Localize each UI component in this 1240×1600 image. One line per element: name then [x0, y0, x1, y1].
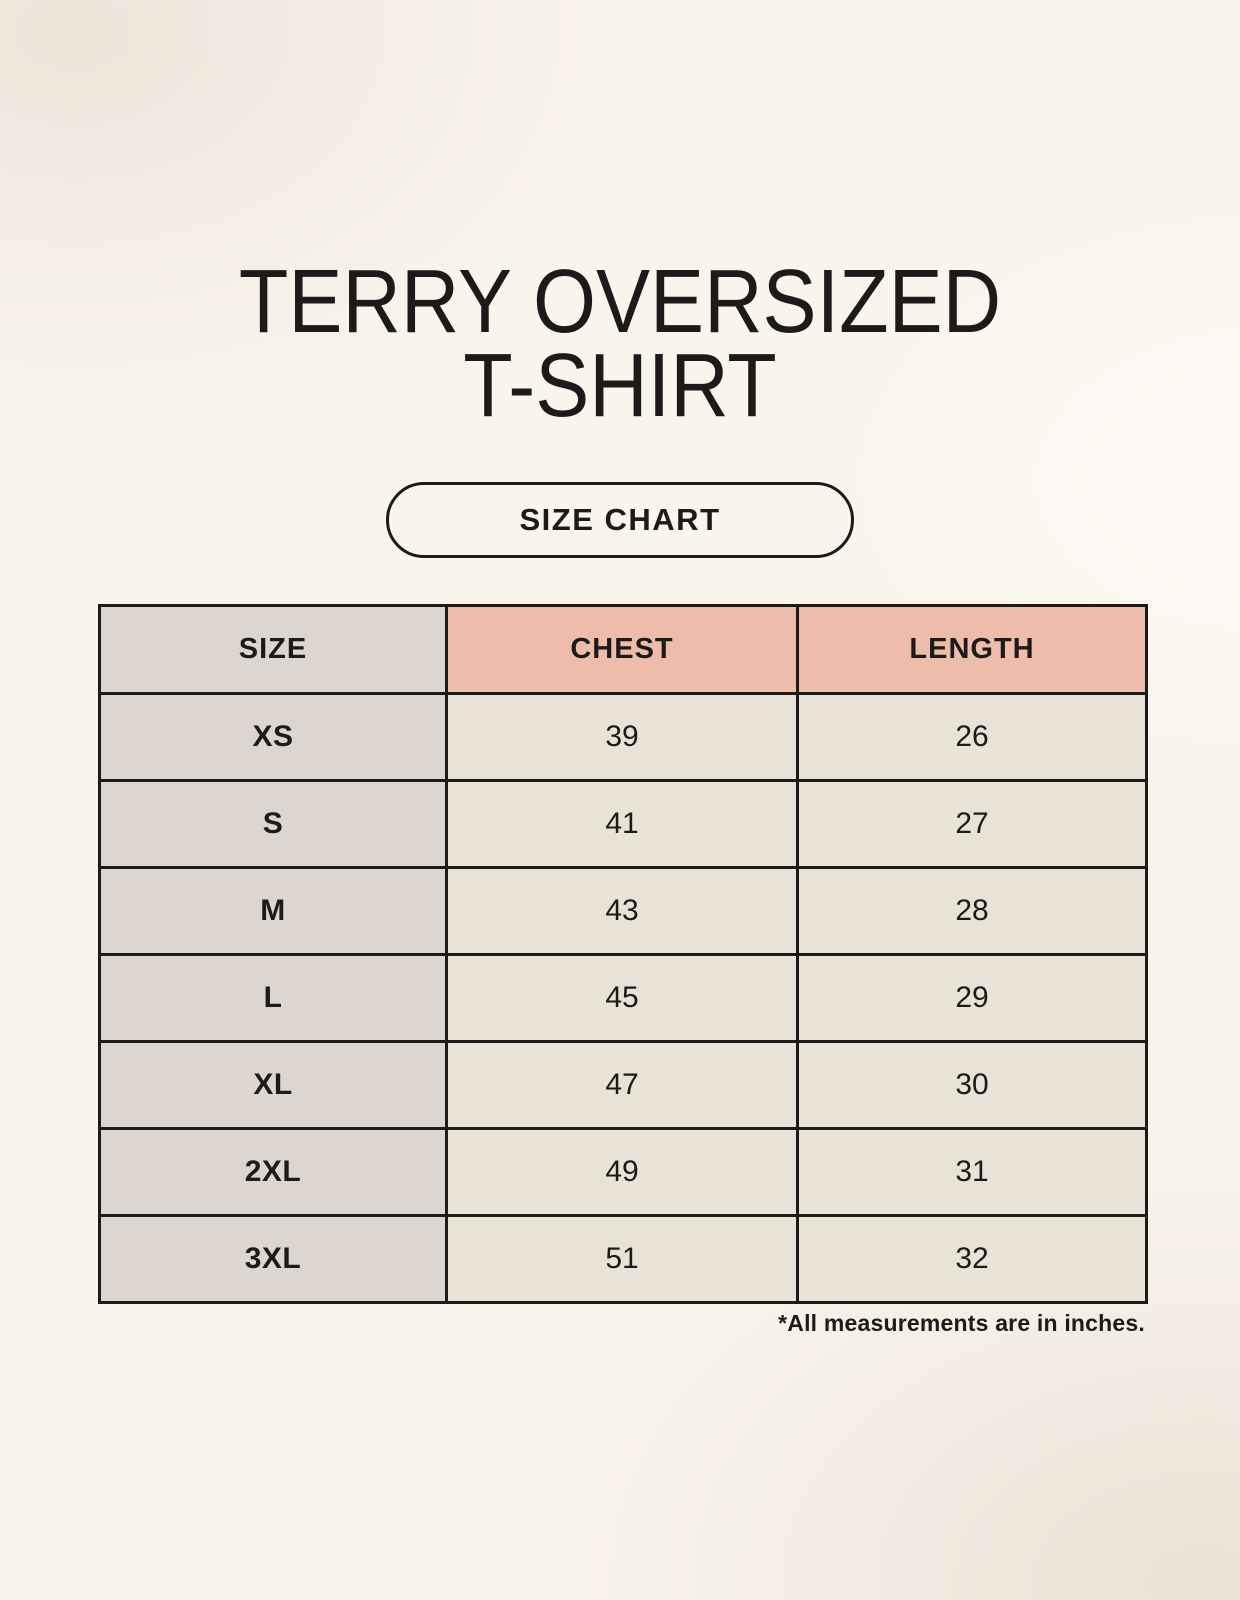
size-cell: XS [98, 692, 448, 782]
size-table-row: XL 47 30 [98, 1040, 1148, 1130]
product-title-line2: T-SHIRT [463, 336, 777, 436]
length-cell: 32 [796, 1214, 1148, 1304]
size-table-row: XS 39 26 [98, 692, 1148, 782]
length-cell: 27 [796, 779, 1148, 869]
size-chart-badge-label: SIZE CHART [519, 502, 721, 537]
length-cell: 28 [796, 866, 1148, 956]
chest-cell: 43 [445, 866, 799, 956]
chest-cell: 45 [445, 953, 799, 1043]
measurement-note: *All measurements are in inches. [778, 1310, 1145, 1336]
product-title: TERRY OVERSIZED T-SHIRT [62, 252, 1178, 436]
size-table-row: L 45 29 [98, 953, 1148, 1043]
size-cell: 3XL [98, 1214, 448, 1304]
size-cell: L [98, 953, 448, 1043]
size-cell: M [98, 866, 448, 956]
size-chart-badge: SIZE CHART [386, 482, 854, 558]
size-cell: 2XL [98, 1127, 448, 1217]
size-table-header-row: SIZE CHEST LENGTH [98, 604, 1148, 695]
chest-cell: 39 [445, 692, 799, 782]
size-table-row: 3XL 51 32 [98, 1214, 1148, 1304]
length-cell: 26 [796, 692, 1148, 782]
size-cell: S [98, 779, 448, 869]
size-table: SIZE CHEST LENGTH XS 39 26 S 41 27 M 43 28 L 45 29 X… [98, 604, 1148, 1304]
length-cell: 31 [796, 1127, 1148, 1217]
header-size: SIZE [98, 604, 448, 695]
chest-cell: 47 [445, 1040, 799, 1130]
size-table-body: XS 39 26 S 41 27 M 43 28 L 45 29 XL 47 30 2XL 49 31 3XL 51 3… [98, 692, 1148, 1304]
chest-cell: 51 [445, 1214, 799, 1304]
product-title-line1: TERRY OVERSIZED [238, 252, 1002, 352]
length-cell: 29 [796, 953, 1148, 1043]
header-chest: CHEST [445, 604, 799, 695]
header-length: LENGTH [796, 604, 1148, 695]
size-table-row: S 41 27 [98, 779, 1148, 869]
chest-cell: 41 [445, 779, 799, 869]
size-cell: XL [98, 1040, 448, 1130]
size-table-row: M 43 28 [98, 866, 1148, 956]
length-cell: 30 [796, 1040, 1148, 1130]
chest-cell: 49 [445, 1127, 799, 1217]
size-table-row: 2XL 49 31 [98, 1127, 1148, 1217]
